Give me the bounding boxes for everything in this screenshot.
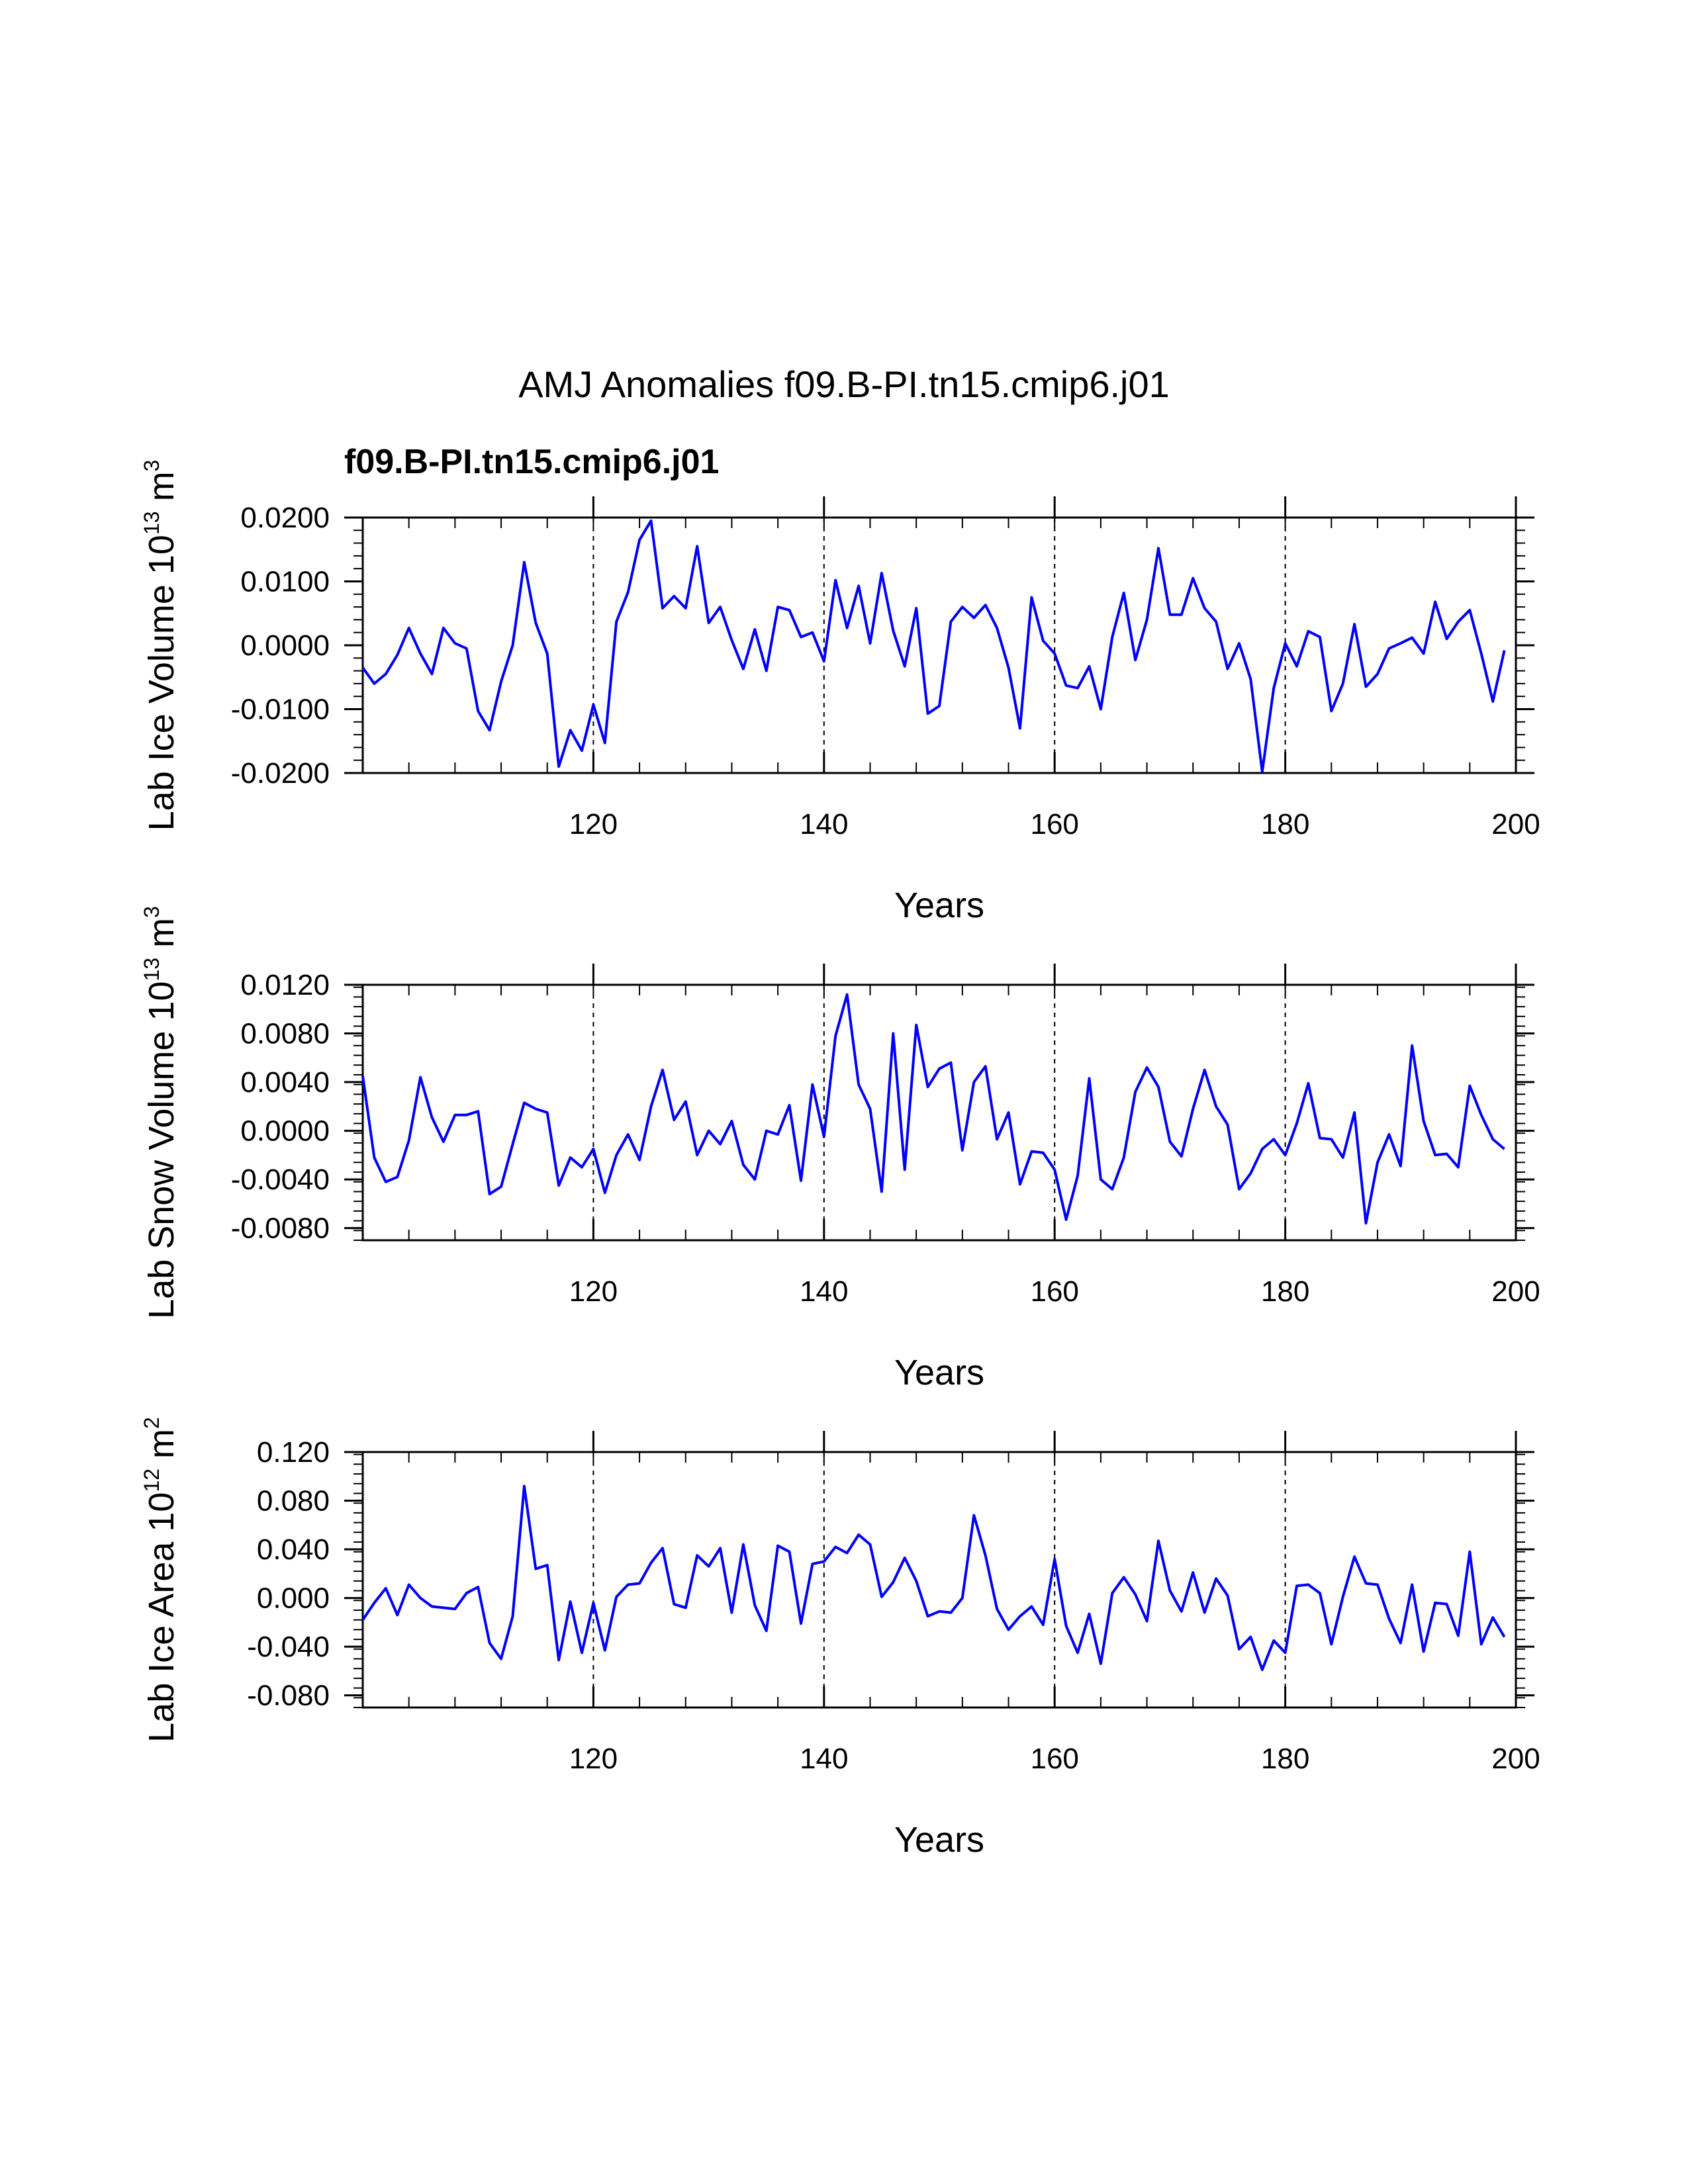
y-tick-label: -0.080 <box>247 1680 330 1712</box>
panels: 120 140 160 180 200 -0.0200 -0.0100 0.0000 0.010… <box>140 460 1540 1860</box>
plot-frame <box>361 983 1517 1242</box>
y-tick-label: -0.0080 <box>231 1212 330 1245</box>
y-tick-label: 0.0040 <box>240 1066 330 1099</box>
x-tick-label: 140 <box>800 1743 848 1775</box>
x-tick-label: 180 <box>1261 1743 1309 1775</box>
x-tick-label: 200 <box>1491 1743 1540 1775</box>
x-axis-title: Years <box>894 1353 984 1392</box>
x-tick-label: 120 <box>569 808 618 841</box>
x-tick-label: 180 <box>1261 1275 1309 1308</box>
y-tick-label: 0.0120 <box>240 969 330 1001</box>
y-tick-label: 0.080 <box>257 1485 330 1518</box>
x-tick-label: 200 <box>1491 808 1540 841</box>
y-tick-label: 0.0080 <box>240 1018 330 1050</box>
y-axis-title: Lab Ice Volume 1013 m3 <box>140 460 181 831</box>
y-tick-label: 0.0000 <box>240 1115 330 1148</box>
x-tick-label: 140 <box>800 808 848 841</box>
x-tick-label: 160 <box>1030 1743 1078 1775</box>
x-tick-label: 180 <box>1261 808 1309 841</box>
plot-frame <box>361 516 1517 774</box>
series-line <box>361 1484 1506 1671</box>
x-tick-label: 120 <box>569 1743 618 1775</box>
y-tick-label: 0.120 <box>257 1436 330 1469</box>
y-tick-label: 0.000 <box>257 1582 330 1615</box>
series-line <box>361 993 1505 1225</box>
subtitle: f09.B-PI.tn15.cmip6.j01 <box>344 443 719 481</box>
y-tick-label: -0.0200 <box>231 757 330 790</box>
x-axis-title: Years <box>894 1820 984 1860</box>
y-tick-label: -0.0100 <box>231 694 330 726</box>
y-tick-label: 0.0000 <box>240 629 330 662</box>
y-tick-label: -0.0040 <box>231 1163 330 1196</box>
chart-panel-1: 120 140 160 180 200 -0.0200 -0.0100 0.0000 0.010… <box>140 460 1540 925</box>
series-line <box>361 519 1506 774</box>
x-tick-label: 200 <box>1491 1275 1540 1308</box>
y-tick-label: -0.040 <box>247 1631 330 1663</box>
x-tick-label: 160 <box>1030 1275 1078 1308</box>
x-tick-label: 120 <box>569 1275 618 1308</box>
y-tick-label: 0.0200 <box>240 502 330 534</box>
y-tick-label: 0.040 <box>257 1533 330 1566</box>
y-tick-label: 0.0100 <box>240 566 330 598</box>
plot-frame <box>361 1451 1517 1709</box>
x-tick-label: 160 <box>1030 808 1078 841</box>
x-tick-label: 140 <box>800 1275 848 1308</box>
chart-panel-3: 120 140 160 180 200 -0.080 -0.040 0.000 0.040 0.0… <box>140 1417 1540 1860</box>
y-axis-title: Lab Snow Volume 1013 m3 <box>140 906 181 1319</box>
chart-panel-2: 120 140 160 180 200 -0.0080 -0.0040 0.0000 0.004… <box>140 906 1540 1392</box>
y-axis-title: Lab Ice Area 1012 m2 <box>140 1417 181 1743</box>
main-title: AMJ Anomalies f09.B-PI.tn15.cmip6.j01 <box>518 363 1170 405</box>
x-axis-title: Years <box>894 886 984 925</box>
